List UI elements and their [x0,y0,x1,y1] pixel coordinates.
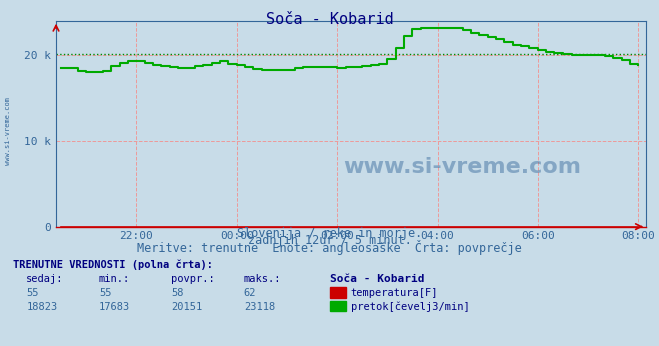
Text: sedaj:: sedaj: [26,274,64,284]
Text: min.:: min.: [99,274,130,284]
Text: Slovenija / reke in morje.: Slovenija / reke in morje. [237,227,422,240]
Text: 17683: 17683 [99,302,130,312]
Text: 23118: 23118 [244,302,275,312]
Text: Meritve: trenutne  Enote: angleosaške  Črta: povprečje: Meritve: trenutne Enote: angleosaške Črt… [137,240,522,255]
Text: 62: 62 [244,288,256,298]
Text: zadnjih 12ur / 5 minut.: zadnjih 12ur / 5 minut. [248,234,411,247]
Text: 18823: 18823 [26,302,57,312]
Text: 55: 55 [99,288,111,298]
Text: temperatura[F]: temperatura[F] [351,288,438,298]
Text: www.si-vreme.com: www.si-vreme.com [343,157,582,176]
Text: Soča - Kobarid: Soča - Kobarid [266,12,393,27]
Text: maks.:: maks.: [244,274,281,284]
Text: www.si-vreme.com: www.si-vreme.com [5,98,11,165]
Text: Soča - Kobarid: Soča - Kobarid [330,274,424,284]
Text: 58: 58 [171,288,184,298]
Text: pretok[čevelj3/min]: pretok[čevelj3/min] [351,301,469,312]
Text: povpr.:: povpr.: [171,274,215,284]
Text: 55: 55 [26,288,39,298]
Text: TRENUTNE VREDNOSTI (polna črta):: TRENUTNE VREDNOSTI (polna črta): [13,260,213,270]
Text: 20151: 20151 [171,302,202,312]
